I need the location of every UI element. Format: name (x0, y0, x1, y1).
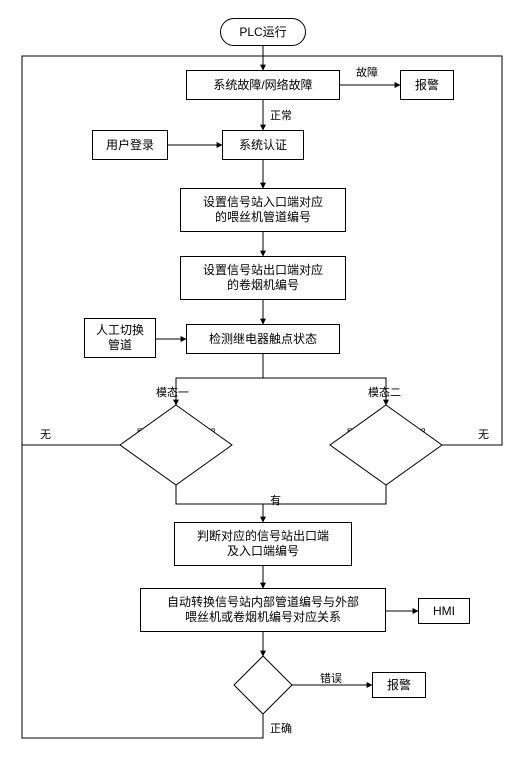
detect-label: 检测继电器触点状态 (209, 332, 317, 347)
mode1-label: 是否有两个继电器 触点同时闭合 （两个上升沿） (136, 429, 216, 462)
hmi-label: HMI (433, 604, 455, 619)
start-label: PLC运行 (239, 25, 286, 40)
correct-label: 是否正确 (241, 679, 285, 691)
set-out-node: 设置信号站出口端对应 的卷烟机编号 (180, 256, 346, 300)
label-err: 错误 (320, 670, 342, 686)
correct-decision: 是否正确 (234, 656, 292, 714)
edge-mode2-yes (263, 485, 386, 504)
label-mode2-no: 无 (478, 426, 489, 442)
convert-node: 自动转换信号站内部管道编号与外部 喂丝机或卷烟机编号对应关系 (140, 588, 386, 632)
manual-node: 人工切换 管道 (84, 318, 156, 358)
label-ok: 正确 (270, 720, 292, 736)
mode2-label: 是否有两个继电器 触点同时断开 （两个下降沿） (346, 429, 426, 462)
alarm2-label: 报警 (387, 678, 411, 693)
judge-node: 判断对应的信号站出口端 及入口端编号 (174, 522, 352, 566)
user-login-node: 用户登录 (92, 130, 168, 160)
hmi-node: HMI (418, 598, 470, 624)
convert-label: 自动转换信号站内部管道编号与外部 喂丝机或卷烟机编号对应关系 (167, 595, 359, 625)
alarm2-node: 报警 (372, 672, 426, 698)
set-in-label: 设置信号站入口端对应 的喂丝机管道编号 (203, 195, 323, 225)
edge-mode1-no (22, 56, 263, 445)
auth-label: 系统认证 (239, 138, 287, 153)
alarm1-node: 报警 (400, 70, 454, 100)
start-node: PLC运行 (220, 18, 306, 46)
user-login-label: 用户登录 (106, 138, 154, 153)
auth-node: 系统认证 (222, 130, 304, 160)
label-yes-merge: 有 (270, 492, 281, 508)
alarm1-label: 报警 (415, 78, 439, 93)
detect-node: 检测继电器触点状态 (186, 324, 340, 354)
mode2-decision: 是否有两个继电器 触点同时断开 （两个下降沿） (330, 405, 442, 485)
mode1-decision: 是否有两个继电器 触点同时闭合 （两个上升沿） (120, 405, 232, 485)
flow-arrows (0, 0, 524, 757)
label-fault-normal: 正常 (270, 107, 292, 123)
label-mode1-title: 模态一 (156, 384, 189, 400)
set-out-label: 设置信号站出口端对应 的卷烟机编号 (203, 263, 323, 293)
edge-detect-split (176, 354, 263, 405)
label-fault-to-alarm: 故障 (356, 64, 378, 80)
fault-node: 系统故障/网络故障 (186, 70, 340, 100)
label-mode2-title: 模态二 (368, 384, 401, 400)
label-mode1-no: 无 (40, 426, 51, 442)
fault-label: 系统故障/网络故障 (213, 78, 312, 93)
manual-label: 人工切换 管道 (96, 323, 144, 353)
judge-label: 判断对应的信号站出口端 及入口端编号 (197, 529, 329, 559)
edge-mode1-yes (176, 485, 263, 522)
set-in-node: 设置信号站入口端对应 的喂丝机管道编号 (180, 188, 346, 232)
